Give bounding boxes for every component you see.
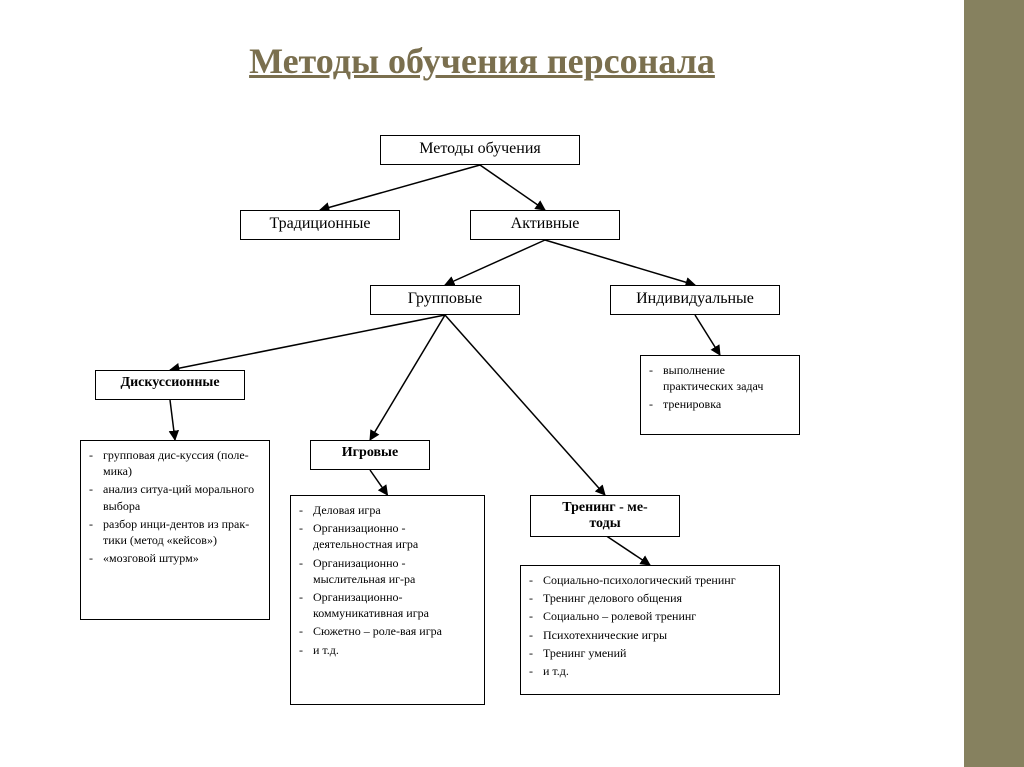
node-trad: Традиционные bbox=[240, 210, 400, 240]
edge-disc-disc_det bbox=[170, 400, 175, 440]
slide-canvas: Методы обучения персонала Методы обучени… bbox=[0, 0, 964, 767]
edge-game-game_det bbox=[370, 470, 388, 495]
list-item: Деловая игра bbox=[299, 502, 476, 518]
node-game: Игровые bbox=[310, 440, 430, 470]
list-item: Социально – ролевой тренинг bbox=[529, 608, 771, 624]
edge-active-indiv bbox=[545, 240, 695, 285]
right-accent-bar bbox=[964, 0, 1024, 767]
node-indiv: Индивидуальные bbox=[610, 285, 780, 315]
list-item: Психотехнические игры bbox=[529, 627, 771, 643]
list-item: Тренинг умений bbox=[529, 645, 771, 661]
page-title: Методы обучения персонала bbox=[0, 40, 964, 82]
node-group: Групповые bbox=[370, 285, 520, 315]
detail-train_det: Социально-психологический тренинг Тренинг… bbox=[520, 565, 780, 695]
list-item: разбор инци-дентов из прак-тики (метод «… bbox=[89, 516, 261, 548]
node-active: Активные bbox=[470, 210, 620, 240]
node-train: Тренинг - ме-тоды bbox=[530, 495, 680, 537]
detail-indiv_det: выполнение практических задач тренировка bbox=[640, 355, 800, 435]
detail-game_det: Деловая игра Организационно - деятельност… bbox=[290, 495, 485, 705]
list-item: Социально-психологический тренинг bbox=[529, 572, 771, 588]
list-item: и т.д. bbox=[529, 663, 771, 679]
detail-disc_det: групповая дис-куссия (поле-мика)анализ с… bbox=[80, 440, 270, 620]
list-item: анализ ситуа-ций морального выбора bbox=[89, 481, 261, 513]
list-item: Тренинг делового общения bbox=[529, 590, 771, 606]
list-item: «мозговой штурм» bbox=[89, 550, 261, 566]
node-disc: Дискуссионные bbox=[95, 370, 245, 400]
edge-group-train bbox=[445, 315, 605, 495]
edge-root-active bbox=[480, 165, 545, 210]
list-item: Организационно-коммуникативная игра bbox=[299, 589, 476, 621]
edge-root-trad bbox=[320, 165, 480, 210]
edge-active-group bbox=[445, 240, 545, 285]
list-item: выполнение практических задач bbox=[649, 362, 791, 394]
list-item: групповая дис-куссия (поле-мика) bbox=[89, 447, 261, 479]
node-root: Методы обучения bbox=[380, 135, 580, 165]
edge-group-game bbox=[370, 315, 445, 440]
list-item: Организационно - мыслительная иг-ра bbox=[299, 555, 476, 587]
list-item: Сюжетно – роле-вая игра bbox=[299, 623, 476, 639]
list-item: Организационно - деятельностная игра bbox=[299, 520, 476, 552]
list-item: и т.д. bbox=[299, 642, 476, 658]
edge-group-disc bbox=[170, 315, 445, 370]
list-item: тренировка bbox=[649, 396, 791, 412]
edge-indiv-indiv_det bbox=[695, 315, 720, 355]
edge-train-train_det bbox=[605, 535, 650, 565]
